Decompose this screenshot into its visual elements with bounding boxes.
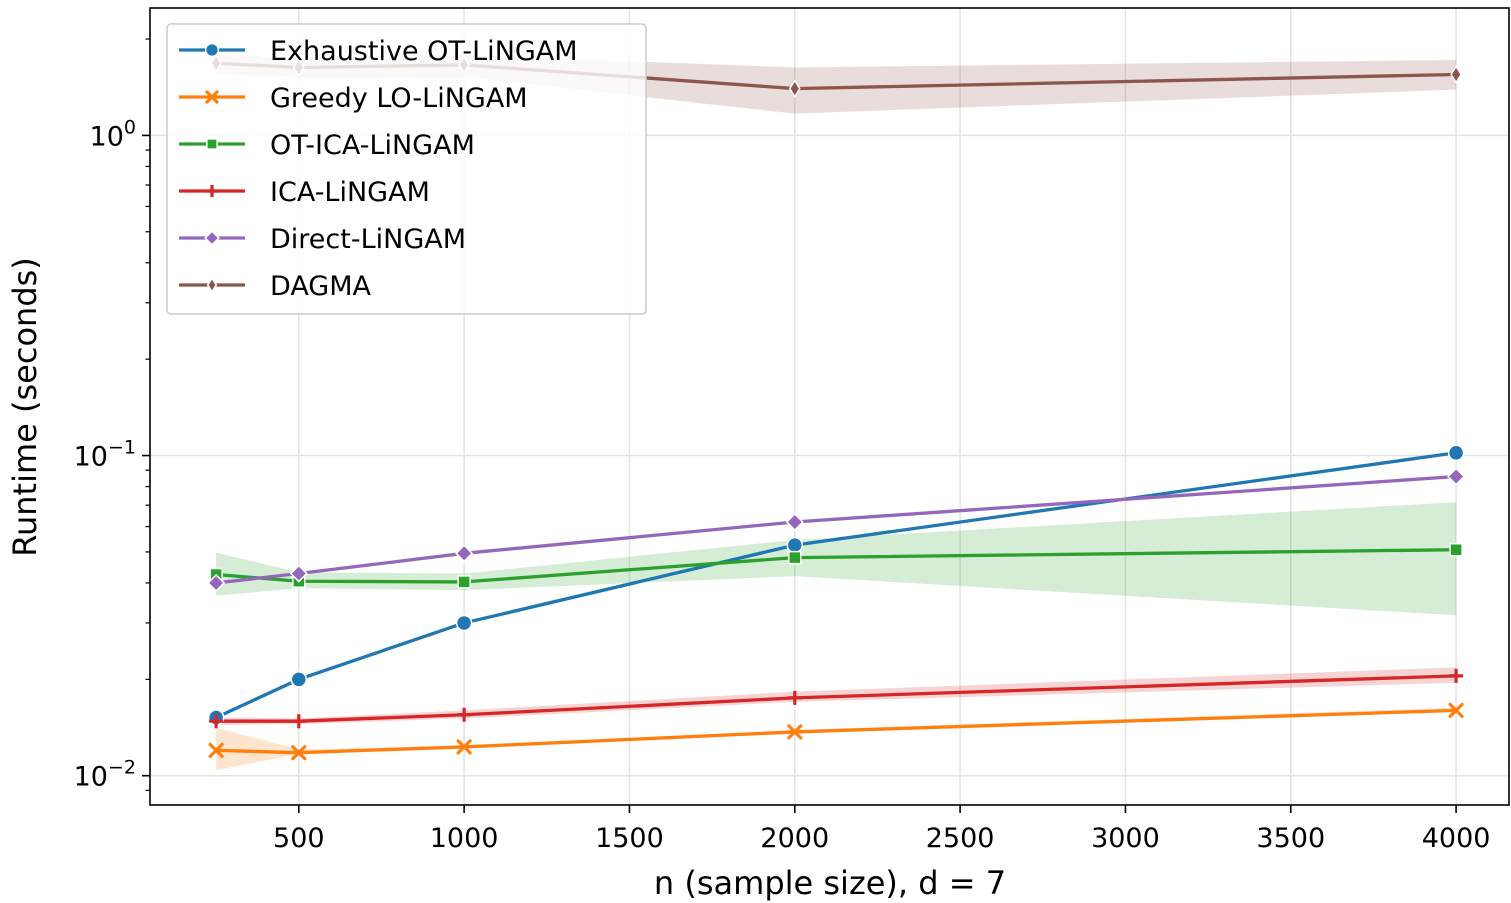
x-tick-label: 500	[273, 823, 325, 854]
x-tick-label: 3500	[1256, 823, 1325, 854]
legend-marker-dagma	[206, 276, 218, 294]
x-tick-label: 2500	[926, 823, 995, 854]
plot-frame	[149, 7, 1510, 806]
point-ot-ica-lingam	[1449, 542, 1463, 557]
legend-label-direct-lingam: Direct-LiNGAM	[270, 224, 466, 255]
legend: Exhaustive OT-LiNGAM Greedy LO-LiNGAM OT-I…	[166, 23, 647, 315]
point-ica-lingam	[457, 707, 472, 722]
x-axis-label: n (sample size), d = 7	[654, 864, 1006, 902]
legend-marker-direct-lingam	[204, 230, 220, 246]
point-direct-lingam	[289, 564, 308, 583]
point-direct-lingam	[207, 573, 226, 593]
point-greedy-lo-lingam	[1448, 702, 1464, 718]
point-dagma	[788, 79, 801, 99]
point-greedy-lo-lingam	[291, 745, 307, 761]
point-exhaustive-ot-lingam	[455, 614, 473, 632]
legend-marker-ica-lingam	[206, 185, 218, 197]
point-direct-lingam	[1447, 467, 1466, 486]
point-ot-ica-lingam	[457, 575, 471, 589]
x-tick-label: 2000	[760, 823, 829, 854]
point-greedy-lo-lingam	[208, 742, 224, 758]
y-tick-label: 100	[90, 116, 136, 152]
legend-label-greedy-lo-lingam: Greedy LO-LiNGAM	[270, 83, 528, 114]
x-tick-label: 4000	[1422, 823, 1491, 854]
legend-marker-exhaustive-ot-lingam	[204, 42, 220, 58]
y-tick-label: 10−2	[74, 757, 136, 793]
legend-label-exhaustive-ot-lingam: Exhaustive OT-LiNGAM	[270, 36, 578, 67]
series-markers	[207, 53, 1466, 761]
y-axis-label: Runtime (seconds)	[6, 257, 44, 557]
legend-box	[166, 23, 647, 315]
point-ica-lingam	[209, 714, 224, 729]
point-dagma	[1450, 65, 1462, 84]
point-direct-lingam	[455, 544, 474, 563]
legend-label-dagma: DAGMA	[270, 271, 372, 302]
point-exhaustive-ot-lingam	[786, 536, 804, 554]
point-direct-lingam	[785, 512, 804, 532]
y-tick-label: 10−1	[74, 437, 136, 473]
point-ica-lingam	[1449, 668, 1464, 683]
legend-marker-greedy-lo-lingam	[205, 90, 219, 104]
legend-label-ica-lingam: ICA-LiNGAM	[270, 177, 430, 208]
legend-label-ot-ica-lingam: OT-ICA-LiNGAM	[270, 130, 475, 161]
point-ica-lingam	[787, 690, 802, 705]
x-tick-label: 1000	[430, 823, 499, 854]
axes: 500 1000 1500 2000 2500 3000 3500 4000 10−2 10−1 1…	[74, 7, 1510, 854]
point-ica-lingam	[291, 714, 306, 729]
legend-marker-ot-ica-lingam	[206, 138, 218, 150]
x-tick-label: 1500	[595, 823, 664, 854]
point-exhaustive-ot-lingam	[290, 671, 308, 688]
point-exhaustive-ot-lingam	[1447, 444, 1465, 462]
point-greedy-lo-lingam	[456, 739, 472, 755]
point-ot-ica-lingam	[788, 550, 802, 565]
point-greedy-lo-lingam	[787, 724, 803, 740]
x-tick-label: 3000	[1091, 823, 1160, 854]
